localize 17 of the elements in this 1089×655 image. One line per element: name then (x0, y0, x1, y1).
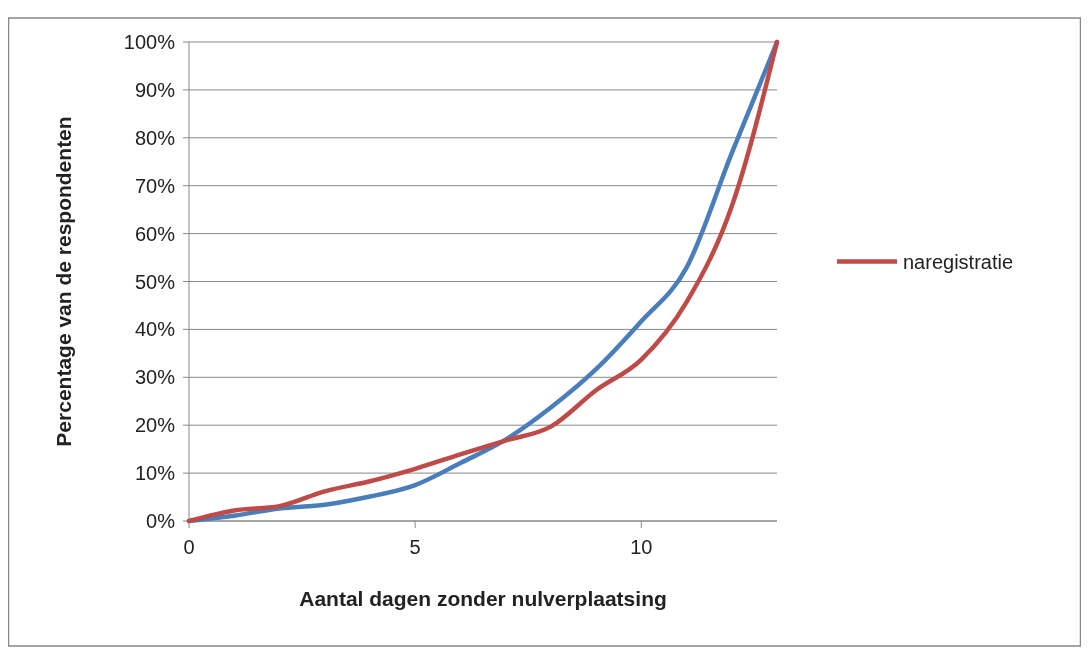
y-tick-label: 30% (134, 366, 176, 389)
y-axis-title: Percentage van de respondenten (52, 116, 75, 447)
y-tick-label: 80% (134, 126, 176, 149)
y-tick-label: 20% (134, 414, 176, 437)
y-tick-label: 40% (134, 318, 176, 341)
y-tick-label: 90% (134, 78, 176, 101)
y-tick-label: 60% (134, 222, 176, 245)
x-axis-title: Aantal dagen zonder nulverplaatsing (299, 587, 667, 610)
y-tick-label: 10% (134, 462, 176, 485)
x-tick-label: 10 (630, 536, 653, 558)
y-tick-label: 100% (123, 31, 176, 53)
x-tick-label: 0 (183, 536, 195, 558)
x-tick-label: 5 (409, 536, 421, 558)
legend-label: naregistratie (903, 250, 1014, 273)
y-tick-label: 70% (134, 174, 176, 197)
y-tick-label: 0% (146, 510, 176, 532)
y-tick-label: 50% (134, 270, 176, 293)
